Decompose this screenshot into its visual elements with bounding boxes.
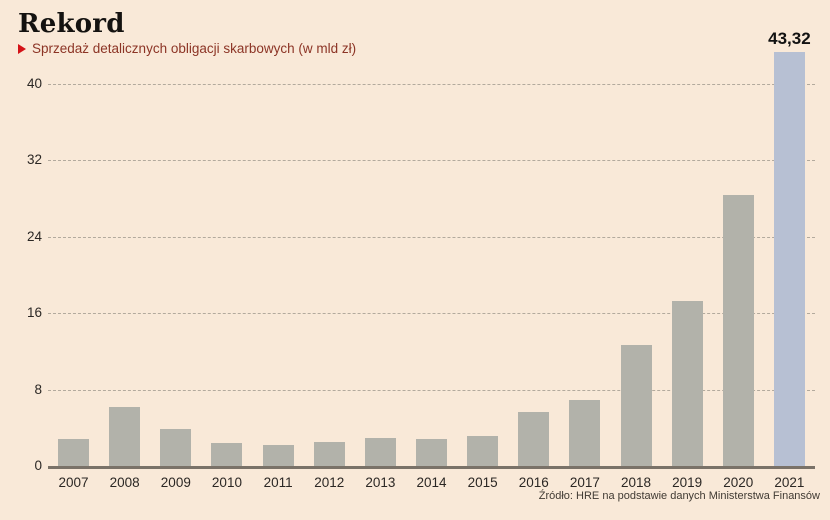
bar-2012 [313, 442, 345, 466]
source-note: Źródło: HRE na podstawie danych Minister… [538, 490, 820, 502]
bar-2014 [416, 439, 447, 466]
x-tick-label-2019: 2019 [672, 475, 703, 490]
bar-2021 [773, 52, 805, 466]
gridline-24 [48, 236, 815, 238]
bar-2019 [671, 300, 703, 466]
y-tick-label-16: 16 [26, 305, 42, 321]
x-tick-label-2012: 2012 [314, 475, 345, 490]
x-tick-label-2011: 2011 [263, 475, 293, 490]
x-tick-label-2009: 2009 [160, 475, 191, 490]
chart-subtitle: Sprzedaż detalicznych obligacji skarbowy… [32, 41, 357, 56]
x-tick-label-2016: 2016 [518, 475, 549, 490]
bar-2020 [722, 194, 754, 466]
x-tick-label-2007: 2007 [58, 475, 89, 490]
y-tick-label-8: 8 [34, 381, 42, 397]
bar-2008 [109, 406, 141, 466]
bar-2010 [211, 443, 243, 466]
bar-2013 [364, 438, 396, 466]
x-tick-label-2010: 2010 [211, 475, 242, 490]
gridline-40 [48, 84, 815, 85]
gridline-16 [48, 313, 815, 315]
x-tick-label-2013: 2013 [365, 475, 396, 490]
x-tick-label-2017: 2017 [569, 475, 600, 490]
bullet-triangle-icon [18, 43, 26, 54]
y-tick-label-40: 40 [26, 76, 42, 91]
x-axis-line [48, 466, 815, 469]
x-tick-label-2015: 2015 [467, 475, 498, 490]
bar-2009 [160, 428, 192, 466]
x-tick-label-2008: 2008 [109, 475, 140, 490]
bar-2007 [58, 439, 90, 466]
bar-2016 [518, 411, 550, 466]
y-tick-label-32: 32 [26, 152, 42, 168]
x-tick-label-2021: 2021 [774, 475, 805, 490]
y-tick-label-0: 0 [34, 458, 42, 473]
y-tick-label-24: 24 [26, 228, 42, 244]
x-tick-label-2020: 2020 [723, 475, 754, 490]
gridline-8 [48, 389, 815, 391]
gridline-32 [48, 160, 815, 162]
max-value-label: 43,32 [768, 29, 811, 49]
bar-2015 [467, 436, 499, 466]
x-tick-label-2018: 2018 [620, 475, 652, 490]
chart-title: Rekord [18, 9, 125, 39]
bar-2017 [569, 400, 601, 466]
x-tick-label-2014: 2014 [416, 475, 447, 490]
bar-2011 [262, 444, 294, 466]
bar-2018 [620, 344, 652, 466]
chart-subtitle-row: Sprzedaż detalicznych obligacji skarbowy… [18, 41, 356, 56]
